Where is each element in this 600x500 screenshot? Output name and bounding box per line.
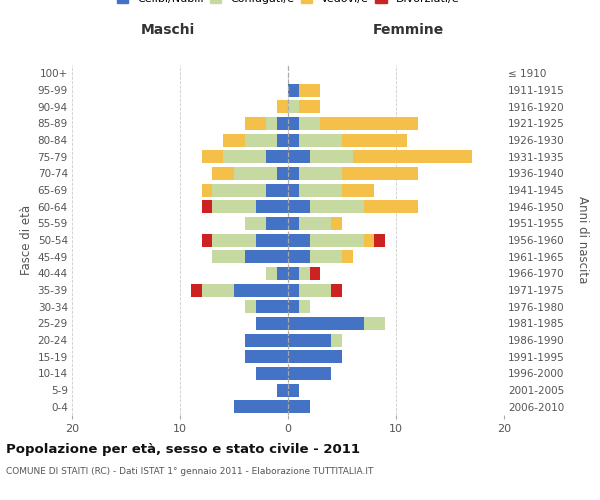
Bar: [266, 117, 277, 130]
Bar: [299, 184, 342, 196]
Bar: [288, 300, 299, 313]
Text: COMUNE DI STAITI (RC) - Dati ISTAT 1° gennaio 2011 - Elaborazione TUTTITALIA.IT: COMUNE DI STAITI (RC) - Dati ISTAT 1° ge…: [6, 468, 373, 476]
Bar: [288, 400, 310, 413]
Bar: [288, 134, 299, 146]
Bar: [288, 84, 299, 96]
Bar: [288, 367, 331, 380]
Legend: Celibi/Nubili, Coniugati/e, Vedovi/e, Divorziati/e: Celibi/Nubili, Coniugati/e, Vedovi/e, Di…: [117, 0, 459, 4]
Bar: [277, 267, 288, 280]
Bar: [342, 184, 374, 196]
Text: Maschi: Maschi: [141, 24, 195, 38]
Bar: [288, 100, 299, 113]
Bar: [245, 300, 256, 313]
Bar: [245, 334, 288, 346]
Bar: [277, 167, 288, 180]
Bar: [245, 134, 277, 146]
Bar: [342, 134, 407, 146]
Bar: [288, 334, 331, 346]
Bar: [256, 200, 288, 213]
Bar: [256, 317, 288, 330]
Bar: [202, 234, 212, 246]
Bar: [374, 234, 385, 246]
Bar: [266, 150, 288, 163]
Bar: [223, 134, 245, 146]
Bar: [277, 134, 288, 146]
Bar: [364, 200, 418, 213]
Bar: [288, 234, 310, 246]
Bar: [299, 134, 342, 146]
Bar: [288, 284, 299, 296]
Bar: [299, 217, 331, 230]
Bar: [212, 250, 245, 263]
Bar: [234, 400, 288, 413]
Bar: [331, 217, 342, 230]
Bar: [364, 234, 374, 246]
Y-axis label: Fasce di età: Fasce di età: [20, 205, 34, 275]
Bar: [288, 217, 299, 230]
Bar: [245, 250, 288, 263]
Bar: [288, 250, 310, 263]
Bar: [364, 317, 385, 330]
Bar: [288, 317, 364, 330]
Bar: [266, 267, 277, 280]
Bar: [288, 117, 299, 130]
Bar: [310, 250, 342, 263]
Bar: [288, 150, 310, 163]
Bar: [310, 267, 320, 280]
Bar: [256, 234, 288, 246]
Bar: [202, 284, 234, 296]
Bar: [256, 367, 288, 380]
Bar: [256, 300, 288, 313]
Bar: [288, 184, 299, 196]
Bar: [234, 167, 277, 180]
Bar: [288, 200, 310, 213]
Bar: [212, 184, 266, 196]
Bar: [353, 150, 472, 163]
Bar: [288, 350, 342, 363]
Bar: [277, 100, 288, 113]
Bar: [310, 150, 353, 163]
Bar: [299, 100, 320, 113]
Bar: [320, 117, 418, 130]
Bar: [310, 200, 364, 213]
Bar: [212, 234, 256, 246]
Y-axis label: Anni di nascita: Anni di nascita: [576, 196, 589, 284]
Bar: [299, 117, 320, 130]
Bar: [212, 200, 256, 213]
Bar: [288, 384, 299, 396]
Bar: [342, 167, 418, 180]
Bar: [202, 184, 212, 196]
Bar: [310, 234, 364, 246]
Bar: [277, 384, 288, 396]
Bar: [342, 250, 353, 263]
Bar: [331, 334, 342, 346]
Bar: [245, 350, 288, 363]
Text: Femmine: Femmine: [373, 24, 443, 38]
Bar: [223, 150, 266, 163]
Bar: [288, 167, 299, 180]
Bar: [266, 217, 288, 230]
Bar: [245, 217, 266, 230]
Bar: [299, 167, 342, 180]
Bar: [245, 117, 266, 130]
Bar: [299, 267, 310, 280]
Bar: [277, 117, 288, 130]
Bar: [202, 200, 212, 213]
Bar: [202, 150, 223, 163]
Bar: [299, 84, 320, 96]
Text: Popolazione per età, sesso e stato civile - 2011: Popolazione per età, sesso e stato civil…: [6, 442, 360, 456]
Bar: [288, 267, 299, 280]
Bar: [299, 284, 331, 296]
Bar: [191, 284, 202, 296]
Bar: [212, 167, 234, 180]
Bar: [266, 184, 288, 196]
Bar: [331, 284, 342, 296]
Bar: [234, 284, 288, 296]
Bar: [299, 300, 310, 313]
